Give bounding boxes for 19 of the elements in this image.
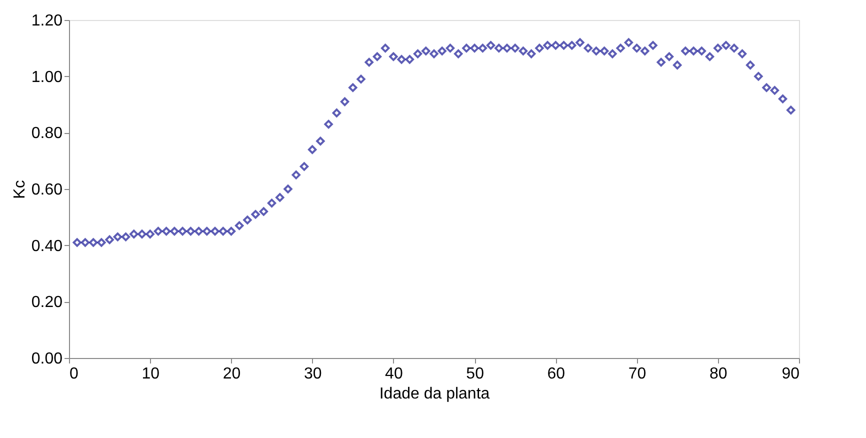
y-tick-label: 0.80 (31, 125, 63, 142)
x-tick-label: 0 (70, 366, 78, 382)
x-tick-label: 10 (142, 366, 160, 382)
y-tick-label: 0.20 (31, 294, 63, 312)
x-axis-title: Idade da planta (379, 386, 490, 402)
y-tick-label: 0.40 (31, 238, 63, 255)
y-tick-label: 0.60 (31, 182, 63, 198)
x-tick-label: 40 (385, 366, 403, 382)
x-tick-label: 90 (782, 366, 800, 382)
y-tick-label: 0.00 (31, 350, 63, 368)
x-tick-label: 60 (547, 366, 566, 382)
x-tick-label: 20 (222, 366, 241, 382)
x-tick-label: 50 (466, 366, 484, 382)
y-axis-title: Kc (11, 180, 28, 199)
x-tick-label: 80 (709, 366, 728, 382)
x-tick-label: 30 (304, 366, 322, 382)
y-tick-label: 1.20 (31, 12, 63, 30)
x-tick-label: 70 (628, 366, 646, 382)
y-tick-label: 1.00 (31, 68, 63, 86)
